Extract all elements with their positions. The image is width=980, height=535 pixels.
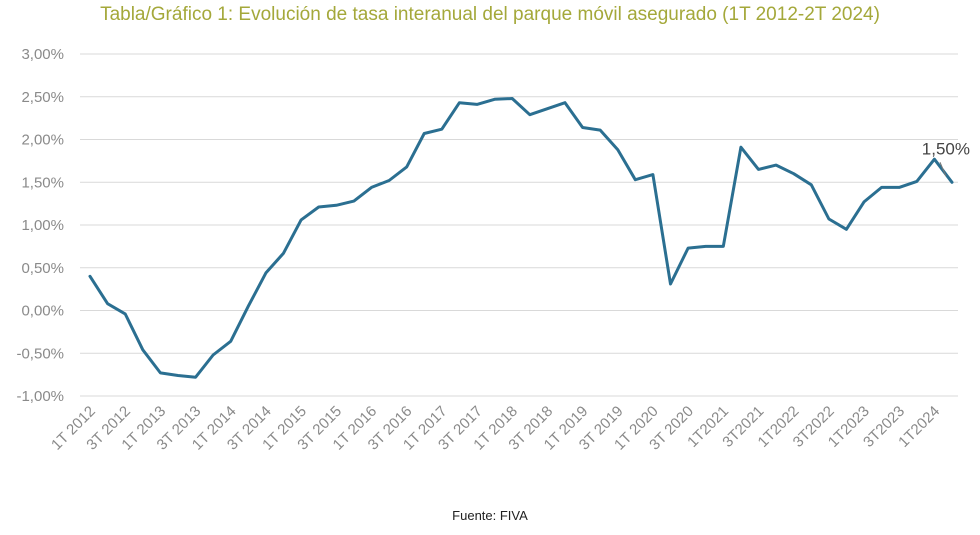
y-tick-label: 3,00% [21, 46, 64, 63]
y-tick-label: -0,50% [16, 345, 64, 362]
y-tick-label: 1,00% [21, 217, 64, 234]
data-label-leader [939, 162, 947, 177]
y-tick-label: 0,50% [21, 260, 64, 277]
series-layer [88, 97, 954, 379]
source-note: Fuente: FIVA [452, 508, 528, 523]
gridlines [80, 53, 958, 397]
data-labels: 1,50% [922, 139, 970, 177]
y-tick-label: 2,00% [21, 132, 64, 149]
y-tick-label: 2,50% [21, 89, 64, 106]
y-axis-ticks: 3,00% 2,50% 2,00% 1,50% 1,00% 0,50% 0,00% -0,50… [16, 46, 64, 405]
y-tick-label: 1,50% [21, 174, 64, 191]
y-tick-label: -1,00% [16, 388, 64, 405]
series-line [88, 97, 954, 379]
data-label: 1,50% [922, 139, 970, 158]
chart-title: Tabla/Gráfico 1: Evolución de tasa inter… [100, 4, 880, 25]
y-tick-label: 0,00% [21, 303, 64, 320]
